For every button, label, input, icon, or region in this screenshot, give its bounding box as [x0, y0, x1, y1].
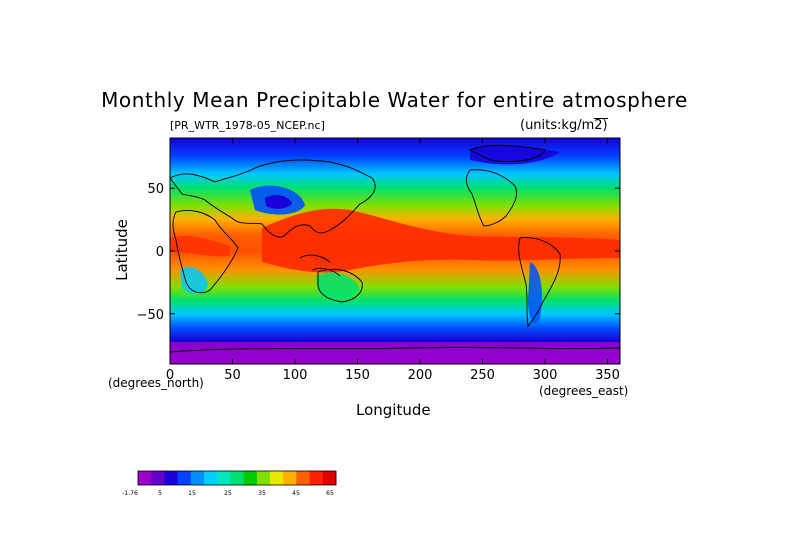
x-tick-label: 200: [408, 368, 433, 383]
andes-dry-region: [528, 262, 542, 324]
units-label: (units:kg/m2): [520, 118, 608, 133]
colorbar-cell: [270, 471, 284, 485]
colorbar-cell: [309, 471, 324, 485]
x-tick-label: 50: [224, 368, 241, 383]
x-tick-label: 0: [166, 368, 174, 383]
y-tick-label: 0: [156, 245, 164, 260]
south-africa-region: [180, 266, 208, 294]
colorbar-label: 25: [224, 490, 232, 497]
units-exponent-bar: 2): [594, 118, 608, 133]
atlantic-warm-region: [170, 235, 230, 257]
africa-coast: [172, 209, 239, 294]
colorbar-cell: [322, 471, 337, 485]
australia-coast: [317, 268, 363, 303]
australia-region: [316, 272, 360, 298]
colorbar-cell: [190, 471, 205, 485]
colorbar-cell: [230, 471, 244, 485]
colorbar-label: 45: [292, 490, 300, 497]
colorbar-label: 35: [258, 490, 266, 497]
colorbar-cell: [217, 471, 231, 485]
antarctica-coast: [170, 346, 620, 353]
y-axis-unit: (degrees_north): [108, 376, 204, 390]
colorbar-cell: [283, 471, 297, 485]
x-tick-label: 150: [345, 368, 370, 383]
units-suffix: 2): [594, 118, 608, 133]
x-tick-label: 100: [283, 368, 308, 383]
field-features: [170, 145, 620, 364]
colorbar-cell: [243, 471, 258, 485]
file-label: [PR_WTR_1978-05_NCEP.nc]: [170, 119, 325, 132]
x-axis-label: Longitude: [356, 401, 431, 419]
colorbar-cell: [177, 471, 192, 485]
colorbar-cell: [151, 471, 165, 485]
y-ticks: 50 0 −50: [137, 182, 620, 323]
x-tick-label: 350: [595, 368, 620, 383]
eurasia-coast: [170, 159, 376, 238]
y-tick-label: 50: [147, 182, 164, 197]
colorbar-cell: [164, 471, 178, 485]
colorbar-labels: -1.76 5 15 25 35 45 65: [122, 490, 334, 497]
south-america-coast: [518, 237, 561, 327]
colorbar-label: 65: [326, 490, 334, 497]
colorbar-cell: [256, 471, 271, 485]
greenland-coast: [468, 144, 546, 162]
x-ticks: 0 50 100 150 200 250 300 350: [166, 138, 620, 383]
tibet-core-region: [265, 195, 292, 209]
colorbar-label: -1.76: [122, 490, 138, 497]
chart-title: Monthly Mean Precipitable Water for enti…: [101, 88, 688, 112]
colorbar-cell: [138, 471, 152, 485]
x-axis-unit: (degrees_east): [539, 384, 629, 398]
colorbar-cell: [204, 471, 218, 485]
y-tick-label: −50: [137, 308, 164, 323]
x-tick-label: 300: [533, 368, 558, 383]
colorbar-label: 5: [158, 490, 162, 497]
colorbar-cell: [296, 471, 310, 485]
colorbar-cells: [137, 470, 337, 486]
units-prefix: (units:kg/m: [520, 118, 595, 133]
warm-pool-region: [262, 208, 620, 273]
greenland-region: [470, 145, 560, 165]
colorbar-frame: [137, 470, 337, 486]
coastlines: [170, 144, 620, 353]
north-america-coast: [465, 169, 517, 227]
colorbar-label: 15: [188, 490, 196, 497]
x-tick-label: 250: [470, 368, 495, 383]
